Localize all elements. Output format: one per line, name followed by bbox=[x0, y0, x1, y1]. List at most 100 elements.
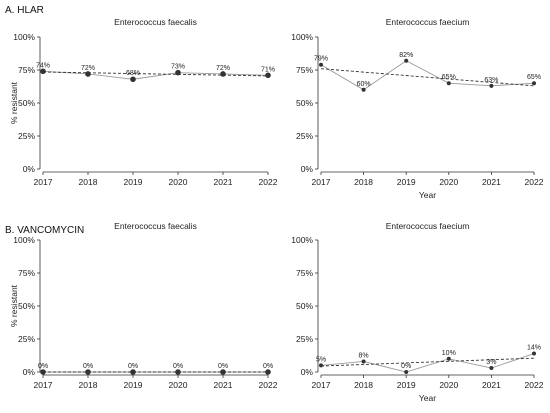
data-label: 68% bbox=[126, 70, 140, 77]
y-tick-label: 25% bbox=[18, 334, 35, 344]
data-point bbox=[40, 68, 46, 75]
data-point bbox=[220, 369, 226, 375]
data-label: 73% bbox=[171, 64, 185, 71]
series-line bbox=[320, 353, 535, 373]
data-point bbox=[319, 363, 323, 368]
x-tick-label: 2018 bbox=[354, 177, 373, 187]
data-label: 0% bbox=[83, 363, 93, 370]
data-point bbox=[220, 71, 226, 77]
data-point bbox=[446, 81, 451, 86]
data-point bbox=[319, 62, 323, 67]
data-label: 14% bbox=[527, 345, 541, 352]
data-label: 0% bbox=[401, 363, 411, 370]
x-tick-label: 2018 bbox=[354, 380, 373, 390]
x-tick-label: 2020 bbox=[169, 177, 188, 187]
data-point bbox=[446, 356, 451, 361]
data-point bbox=[404, 58, 409, 63]
data-point bbox=[361, 87, 366, 92]
section-title: A. HLAR bbox=[5, 5, 44, 16]
trend-line bbox=[320, 357, 535, 367]
data-point bbox=[175, 69, 181, 76]
data-label: 0% bbox=[218, 363, 228, 370]
y-tick-label: 75% bbox=[18, 268, 35, 278]
data-label: 65% bbox=[442, 74, 456, 81]
data-point bbox=[265, 72, 271, 79]
y-tick-label: 0% bbox=[23, 164, 36, 174]
data-label: 0% bbox=[263, 363, 273, 370]
y-tick-label: 0% bbox=[301, 164, 314, 174]
section-title: B. VANCOMYCIN bbox=[5, 225, 84, 236]
data-label: 71% bbox=[261, 66, 275, 73]
x-tick-label: 2022 bbox=[259, 177, 278, 187]
series-line bbox=[320, 60, 535, 91]
data-label: 79% bbox=[314, 56, 328, 63]
data-label: 3% bbox=[486, 359, 496, 366]
x-tick-label: 2022 bbox=[259, 380, 278, 390]
x-tick-label: 2019 bbox=[397, 380, 416, 390]
y-tick-label: 25% bbox=[18, 131, 35, 141]
x-tick-label: 2020 bbox=[439, 380, 458, 390]
data-label: 5% bbox=[316, 356, 326, 363]
panel-title: Enterococcus faecium bbox=[386, 221, 470, 231]
data-point bbox=[130, 76, 136, 83]
data-point bbox=[85, 71, 91, 77]
x-tick-label: 2019 bbox=[124, 177, 143, 187]
x-tick-label: 2022 bbox=[525, 380, 544, 390]
x-tick-label: 2022 bbox=[525, 177, 544, 187]
x-tick-label: 2020 bbox=[439, 177, 458, 187]
data-point bbox=[489, 83, 494, 88]
panel-title: Enterococcus faecalis bbox=[114, 17, 197, 27]
data-label: 10% bbox=[442, 350, 456, 357]
trend-line bbox=[320, 68, 535, 87]
x-tick-label: 2020 bbox=[169, 380, 188, 390]
data-label: 74% bbox=[36, 62, 50, 69]
y-tick-label: 50% bbox=[296, 301, 313, 311]
y-tick-label: 0% bbox=[301, 367, 314, 377]
y-tick-label: 100% bbox=[291, 235, 313, 245]
data-point bbox=[40, 369, 46, 375]
data-point bbox=[361, 359, 366, 364]
panel-title: Enterococcus faecium bbox=[386, 17, 470, 27]
y-tick-label: 100% bbox=[291, 32, 313, 42]
x-tick-label: 2021 bbox=[482, 177, 501, 187]
y-tick-label: 50% bbox=[296, 98, 313, 108]
y-tick-label: 0% bbox=[23, 367, 36, 377]
x-tick-label: 2017 bbox=[34, 177, 53, 187]
y-tick-label: 25% bbox=[296, 131, 313, 141]
y-tick-label: 75% bbox=[296, 268, 313, 278]
y-tick-label: 100% bbox=[13, 235, 35, 245]
data-label: 82% bbox=[399, 52, 413, 59]
x-tick-label: 2021 bbox=[214, 380, 233, 390]
data-label: 0% bbox=[173, 363, 183, 370]
x-tick-label: 2017 bbox=[312, 380, 331, 390]
data-label: 72% bbox=[216, 65, 230, 72]
data-point bbox=[175, 369, 181, 375]
data-label: 8% bbox=[359, 352, 369, 359]
data-label: 0% bbox=[128, 363, 138, 370]
series-line bbox=[42, 70, 269, 80]
data-point bbox=[532, 351, 536, 356]
y-tick-label: 50% bbox=[18, 98, 35, 108]
y-axis-label: % resistant bbox=[9, 284, 19, 327]
y-tick-label: 75% bbox=[18, 65, 35, 75]
data-point bbox=[85, 369, 91, 375]
panel-title: Enterococcus faecalis bbox=[114, 221, 197, 231]
x-axis-label: Year bbox=[419, 190, 436, 200]
x-axis-label: Year bbox=[419, 393, 436, 403]
x-tick-label: 2017 bbox=[312, 177, 331, 187]
data-point bbox=[265, 369, 271, 375]
y-tick-label: 75% bbox=[296, 65, 313, 75]
y-axis-label: % resistant bbox=[9, 81, 19, 124]
data-point bbox=[489, 366, 494, 371]
data-label: 0% bbox=[38, 363, 48, 370]
trend-line bbox=[42, 71, 269, 77]
x-tick-label: 2018 bbox=[79, 177, 98, 187]
data-label: 72% bbox=[81, 65, 95, 72]
y-tick-label: 100% bbox=[13, 32, 35, 42]
x-tick-label: 2019 bbox=[397, 177, 416, 187]
data-label: 65% bbox=[527, 74, 541, 81]
x-tick-label: 2021 bbox=[214, 177, 233, 187]
x-tick-label: 2021 bbox=[482, 380, 501, 390]
data-label: 60% bbox=[357, 81, 371, 88]
